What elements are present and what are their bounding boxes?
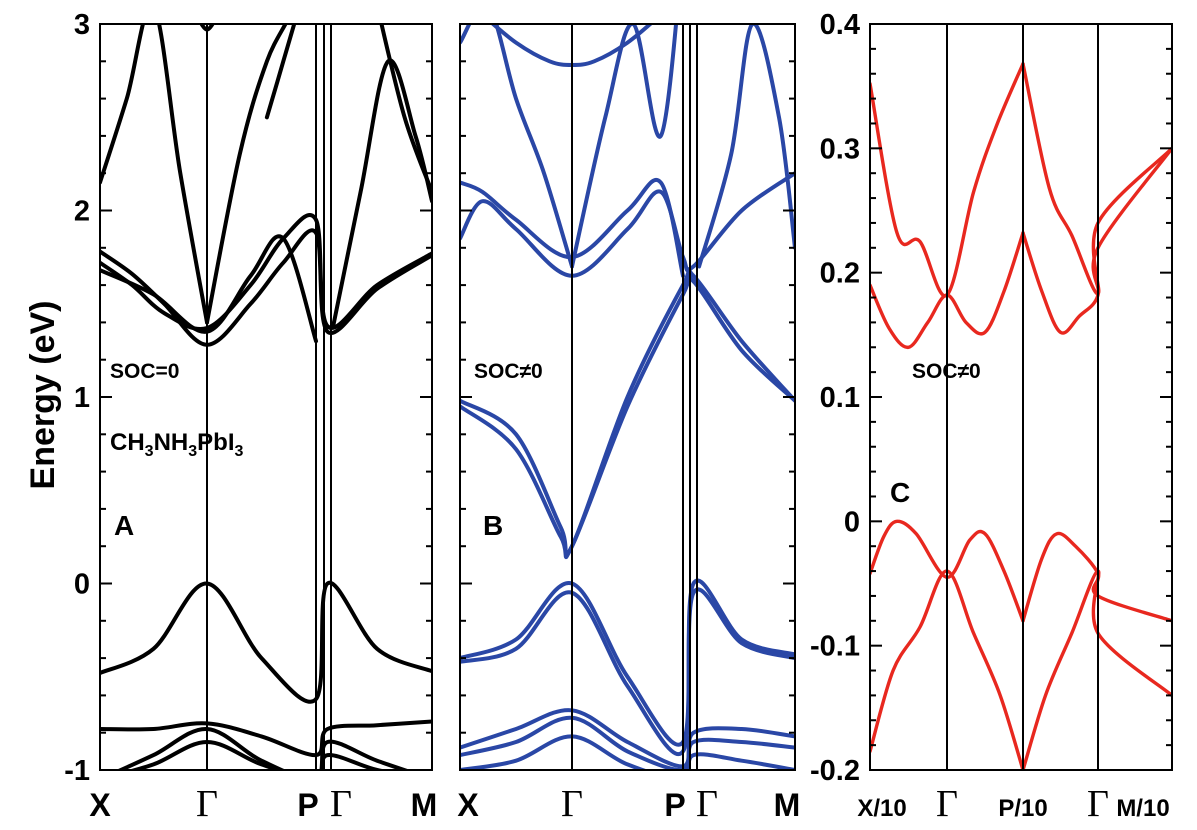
band-line [100,719,432,758]
x-tick-label: Γ [330,783,352,825]
y-tick-label: -0.2 [810,755,860,787]
band-lines [460,24,795,770]
band-line [1021,146,1172,335]
y-tick-label: 0.4 [820,9,860,41]
x-tick-label: Γ [196,783,218,825]
y-tick-label: -0.1 [810,631,860,663]
band-line [331,58,432,329]
y-tick-label: -1 [64,755,90,787]
x-tick-label: Γ [561,783,583,825]
x-tick-label: Γ [696,783,718,825]
formula-element: NH [154,429,189,456]
band-line [460,734,795,770]
band-line [1021,569,1172,770]
band-line [100,580,432,704]
plot-frame [869,23,1173,771]
band-line [379,24,432,194]
soc-annotation: SOC=0 [110,360,179,383]
band-line [460,267,795,558]
formula-subscript: 3 [188,443,197,460]
band-line [460,24,574,269]
x-tick-label: P [297,787,318,823]
y-tick-label: 0 [74,569,90,601]
band-line [100,24,209,325]
formula-subscript: 3 [235,443,244,460]
band-lines [870,62,1172,770]
x-tick-label: M [774,787,801,823]
x-tick-label: X/10 [857,795,906,822]
panel-c: -0.2 -0.1 0 0.1 0.2 0.3 0.4 X/10 Γ P/10 Γ M/10 SOC≠0… [810,9,1173,825]
y-tick-label: 1 [74,382,90,414]
soc-annotation: SOC≠0 [474,360,543,383]
band-line [460,171,795,278]
y-tick-label: 3 [74,9,90,41]
band-line [100,213,432,331]
soc-annotation: SOC≠0 [912,360,981,383]
formula-element: CH [110,429,145,456]
x-tick-label: Γ [936,783,958,825]
x-tick-label: Γ [1087,783,1109,825]
x-tick-label: M/10 [1116,795,1169,822]
panel-letter: C [890,477,910,508]
panel-letter: B [483,510,503,541]
band-line [205,24,288,325]
x-tick-label: P [664,787,685,823]
y-tick-label: 2 [74,196,90,228]
band-line [115,727,411,770]
plot-frame [99,23,433,771]
band-line [570,24,679,269]
band-line [1021,62,1172,296]
y-tick-label: 0.1 [820,382,860,414]
band-line [460,708,795,769]
band-line [460,578,795,747]
band-line [460,715,795,770]
formula-subscript: 3 [145,443,154,460]
compound-formula: CH3NH3PbI3 [110,429,244,460]
x-tick-label: P/10 [998,795,1047,822]
x-tick-label: M [411,787,438,823]
y-tick-label: 0.2 [820,258,860,290]
band-line [127,740,387,770]
panel-letter: A [114,510,134,541]
band-line [264,24,297,120]
band-line [100,234,318,344]
band-lines [100,24,432,770]
y-tick-label: 0.3 [820,133,860,165]
formula-element: PbI [197,429,234,456]
y-axis-label: Energy (eV) [24,301,62,490]
y-tick-label: 0 [844,506,860,538]
band-line [460,587,795,756]
x-tick-label: X [89,787,111,823]
band-line [697,24,795,269]
x-tick-label: X [457,787,479,823]
band-line [460,273,795,560]
